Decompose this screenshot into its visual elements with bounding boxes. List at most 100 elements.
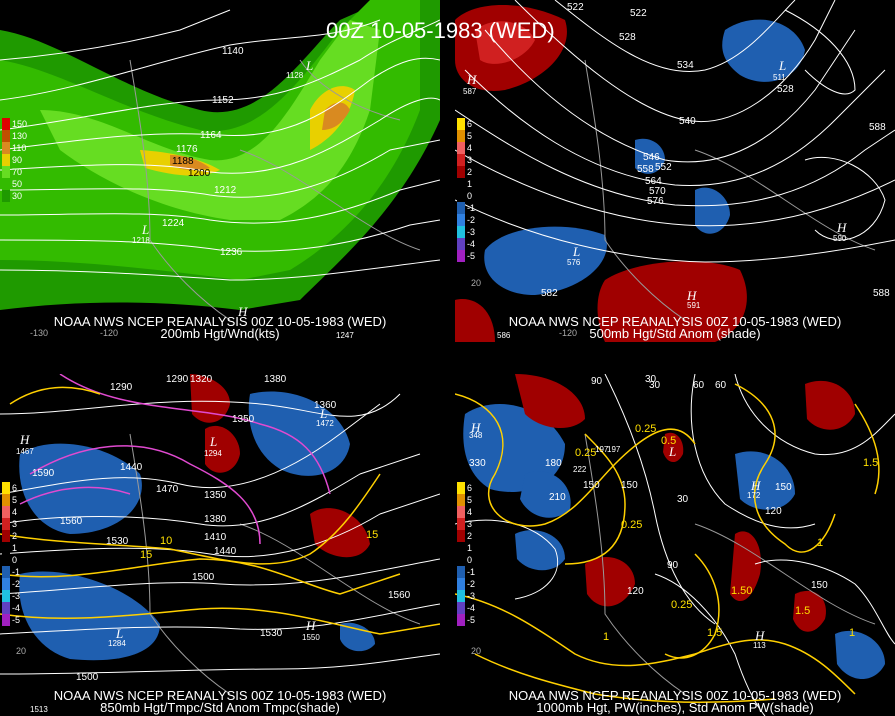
legend-1000-0: 6 <box>467 483 473 493</box>
legend-850-5: 1 <box>12 543 18 553</box>
anom-850-nw <box>19 443 142 534</box>
contour-label-1000-11: 90 <box>667 560 679 571</box>
legend-850-6: 0 <box>12 555 18 565</box>
legend-500mb: 6 5 4 3 2 1 0 -1 -2 -3 -4 -5 <box>457 118 493 262</box>
contour-label-500-1: 522 <box>630 8 647 19</box>
caption-200-line1: NOAA NWS NCEP REANALYSIS 00Z 10-05-1983 … <box>53 314 387 329</box>
contour-label-1000-20: 197 <box>595 445 609 454</box>
contour-label-850-19: 1467 <box>16 447 34 456</box>
legend-850-11: -5 <box>12 615 21 625</box>
high-marker-850-nw: H <box>19 432 30 447</box>
caption-200-line2: 200mb Hgt/Wnd(kts) <box>160 326 280 341</box>
contour-label-500-13: 588 <box>869 122 886 133</box>
panel-1000mb: 30 60 90 330 180 210 150 30 150 120 150 … <box>455 374 895 716</box>
low-marker-850: L <box>209 434 217 449</box>
pw-label-1000-0: 0.25 <box>575 447 596 459</box>
high-marker-500-nw: H <box>466 72 477 87</box>
pw-label-1000-1: 0.5 <box>661 435 676 447</box>
anom-neg-mid2 <box>695 187 730 234</box>
pw-contours-1000 <box>455 383 880 704</box>
height-contours-1000 <box>455 374 895 716</box>
lon-label-200-1: -120 <box>100 328 118 338</box>
contour-label-500-16: 587 <box>463 87 477 96</box>
legend-1000-3: 3 <box>467 519 473 529</box>
jet-orange <box>170 102 350 171</box>
legend-850mb: 6 5 4 3 2 1 0 -1 -2 -3 -4 -5 <box>2 482 38 626</box>
legend-500-1: 5 <box>467 131 473 141</box>
contour-label-1000-19: 222 <box>573 465 587 474</box>
low-marker-500-ne: L <box>778 58 786 73</box>
high-marker-500-e: H <box>836 220 847 235</box>
contour-label-850-12: 1440 <box>214 546 237 557</box>
legend-500-7: -1 <box>467 203 476 213</box>
contour-label-200-9: 1128 <box>286 71 304 80</box>
anom-850-red3 <box>310 508 370 558</box>
high-marker-1000-nw: H <box>470 420 481 435</box>
contour-label-850-17: 1290 <box>166 374 189 385</box>
temp-label-850-0: 15 <box>140 549 152 561</box>
legend-200-0: 150 <box>12 119 28 129</box>
coastline-500 <box>584 59 876 321</box>
legend-850-4: 2 <box>12 531 18 541</box>
panel-500mb: 522 522 528 534 540 546 552 558 564 570 … <box>455 0 895 342</box>
legend-200-5: 50 <box>12 179 23 189</box>
anom-1000-red-small <box>663 432 684 463</box>
map-850mb: 1320 1290 1380 1350 1440 1590 1560 1530 … <box>0 374 440 714</box>
anom-850-red1 <box>190 374 230 423</box>
legend-1000-9: -3 <box>467 591 476 601</box>
contour-label-500-12: 588 <box>873 288 890 299</box>
caption-500-line2: 500mb Hgt/Std Anom (shade) <box>589 326 761 341</box>
contour-label-1000-7: 30 <box>677 494 689 505</box>
contour-label-200-1: 1152 <box>212 95 234 106</box>
contour-label-500-18: 576 <box>567 258 581 267</box>
anom-1000-nw-red <box>515 374 585 429</box>
contour-label-850-14: 1560 <box>388 590 411 601</box>
contour-label-500-3: 534 <box>677 60 694 71</box>
anom-neg-ne <box>722 19 805 82</box>
contour-label-850-6: 1560 <box>60 516 83 527</box>
contour-label-850-18: 1360 <box>314 400 337 411</box>
legend-1000-10: -4 <box>467 603 476 613</box>
lon-label-500-0: 20 <box>471 278 481 288</box>
contour-label-1000-14: 30 <box>649 380 661 391</box>
anom-1000-mid-blue <box>520 471 571 518</box>
legend-850-0: 6 <box>12 483 18 493</box>
contour-label-200-6: 1212 <box>214 185 237 196</box>
contour-label-850-8: 1470 <box>156 484 179 495</box>
contour-label-850-20: 1550 <box>302 633 320 642</box>
legend-1000-4: 2 <box>467 531 473 541</box>
high-marker-1000-se: H <box>754 628 765 643</box>
contour-label-850-13: 1500 <box>192 572 215 583</box>
legend-850-3: 3 <box>12 519 18 529</box>
contour-label-850-21: 1513 <box>30 705 48 714</box>
contour-label-850-22: 1294 <box>204 449 222 458</box>
contour-label-1000-21: 197 <box>607 445 621 454</box>
contour-label-200-2: 1164 <box>200 130 222 141</box>
coastline-1000 <box>584 433 876 695</box>
contour-label-200-5: 1200 <box>188 168 211 179</box>
high-marker-850-e: H <box>305 618 316 633</box>
legend-500-8: -2 <box>467 215 476 225</box>
contour-label-850-3: 1350 <box>232 414 255 425</box>
anom-1000-nw <box>463 404 565 492</box>
caption-1000-line2: 1000mb Hgt, PW(inches), Std Anom PW(shad… <box>536 700 814 715</box>
temp-contours-850-magenta <box>19 374 331 545</box>
legend-500-6: 0 <box>467 191 473 201</box>
contour-label-500-8: 564 <box>645 176 662 187</box>
map-200mb: 1140 1152 1164 1176 1188 1200 1212 1224 … <box>0 0 440 342</box>
contour-label-500-17: 591 <box>687 301 701 310</box>
legend-850-10: -4 <box>12 603 21 613</box>
anom-1000-ne-blue <box>735 451 795 510</box>
contour-label-1000-16: 348 <box>469 431 483 440</box>
anom-1000-ne-red <box>805 380 855 430</box>
jet-yellow <box>140 86 355 176</box>
contour-label-200-0: 1140 <box>222 46 244 57</box>
contour-label-1000-12: 120 <box>627 586 644 597</box>
jet-light <box>40 20 380 220</box>
pw-label-1000-5: 1.5 <box>707 627 722 639</box>
contour-label-500-4: 540 <box>679 116 696 127</box>
contour-label-850-23: 1472 <box>316 419 334 428</box>
contour-label-500-5: 546 <box>643 152 660 163</box>
pw-label-1000-8: 0.25 <box>671 599 692 611</box>
contour-label-1000-3: 330 <box>469 458 486 469</box>
